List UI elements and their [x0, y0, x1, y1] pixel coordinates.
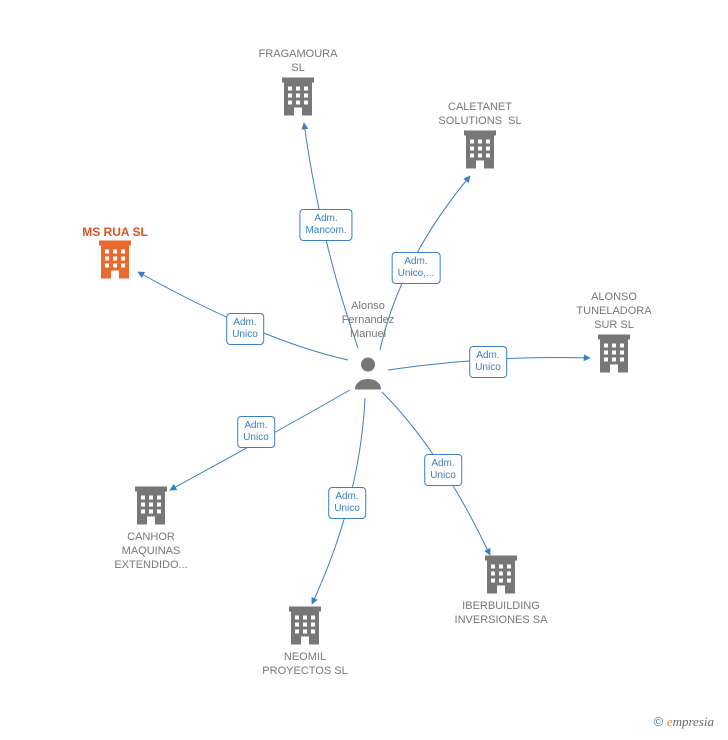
- edge-badge: Adm. Unico: [237, 416, 275, 448]
- building-icon: [485, 556, 517, 599]
- node-label: CALETANET SOLUTIONS SL: [438, 101, 521, 129]
- building-icon: [135, 487, 167, 530]
- building-icon: [99, 241, 131, 284]
- person-icon: [353, 356, 383, 395]
- node-label: FRAGAMOURA SL: [259, 48, 338, 76]
- node-label: IBERBUILDING INVERSIONES SA: [455, 600, 548, 628]
- node-label: CANHOR MAQUINAS EXTENDIDO...: [114, 531, 187, 572]
- edge-badge: Adm. Unico: [328, 487, 366, 519]
- center-node-label: Alonso Fernandez Manuel: [342, 300, 395, 341]
- building-icon: [289, 607, 321, 650]
- edge-badge: Adm. Unico,...: [392, 252, 441, 284]
- edge-badge: Adm. Unico: [469, 346, 507, 378]
- edge-badge: Adm. Unico: [226, 313, 264, 345]
- copyright-symbol: ©: [654, 714, 664, 729]
- building-icon: [598, 335, 630, 378]
- brand-rest: mpresia: [673, 714, 714, 729]
- building-icon: [282, 78, 314, 121]
- edge-badge: Adm. Unico: [424, 454, 462, 486]
- node-label: ALONSO TUNELADORA SUR SL: [576, 291, 651, 332]
- node-label: MS RUA SL: [82, 225, 148, 240]
- edge-badge: Adm. Mancom.: [299, 209, 352, 241]
- footer-branding: © empresia: [654, 714, 714, 730]
- building-icon: [464, 131, 496, 174]
- node-label: NEOMIL PROYECTOS SL: [262, 651, 347, 679]
